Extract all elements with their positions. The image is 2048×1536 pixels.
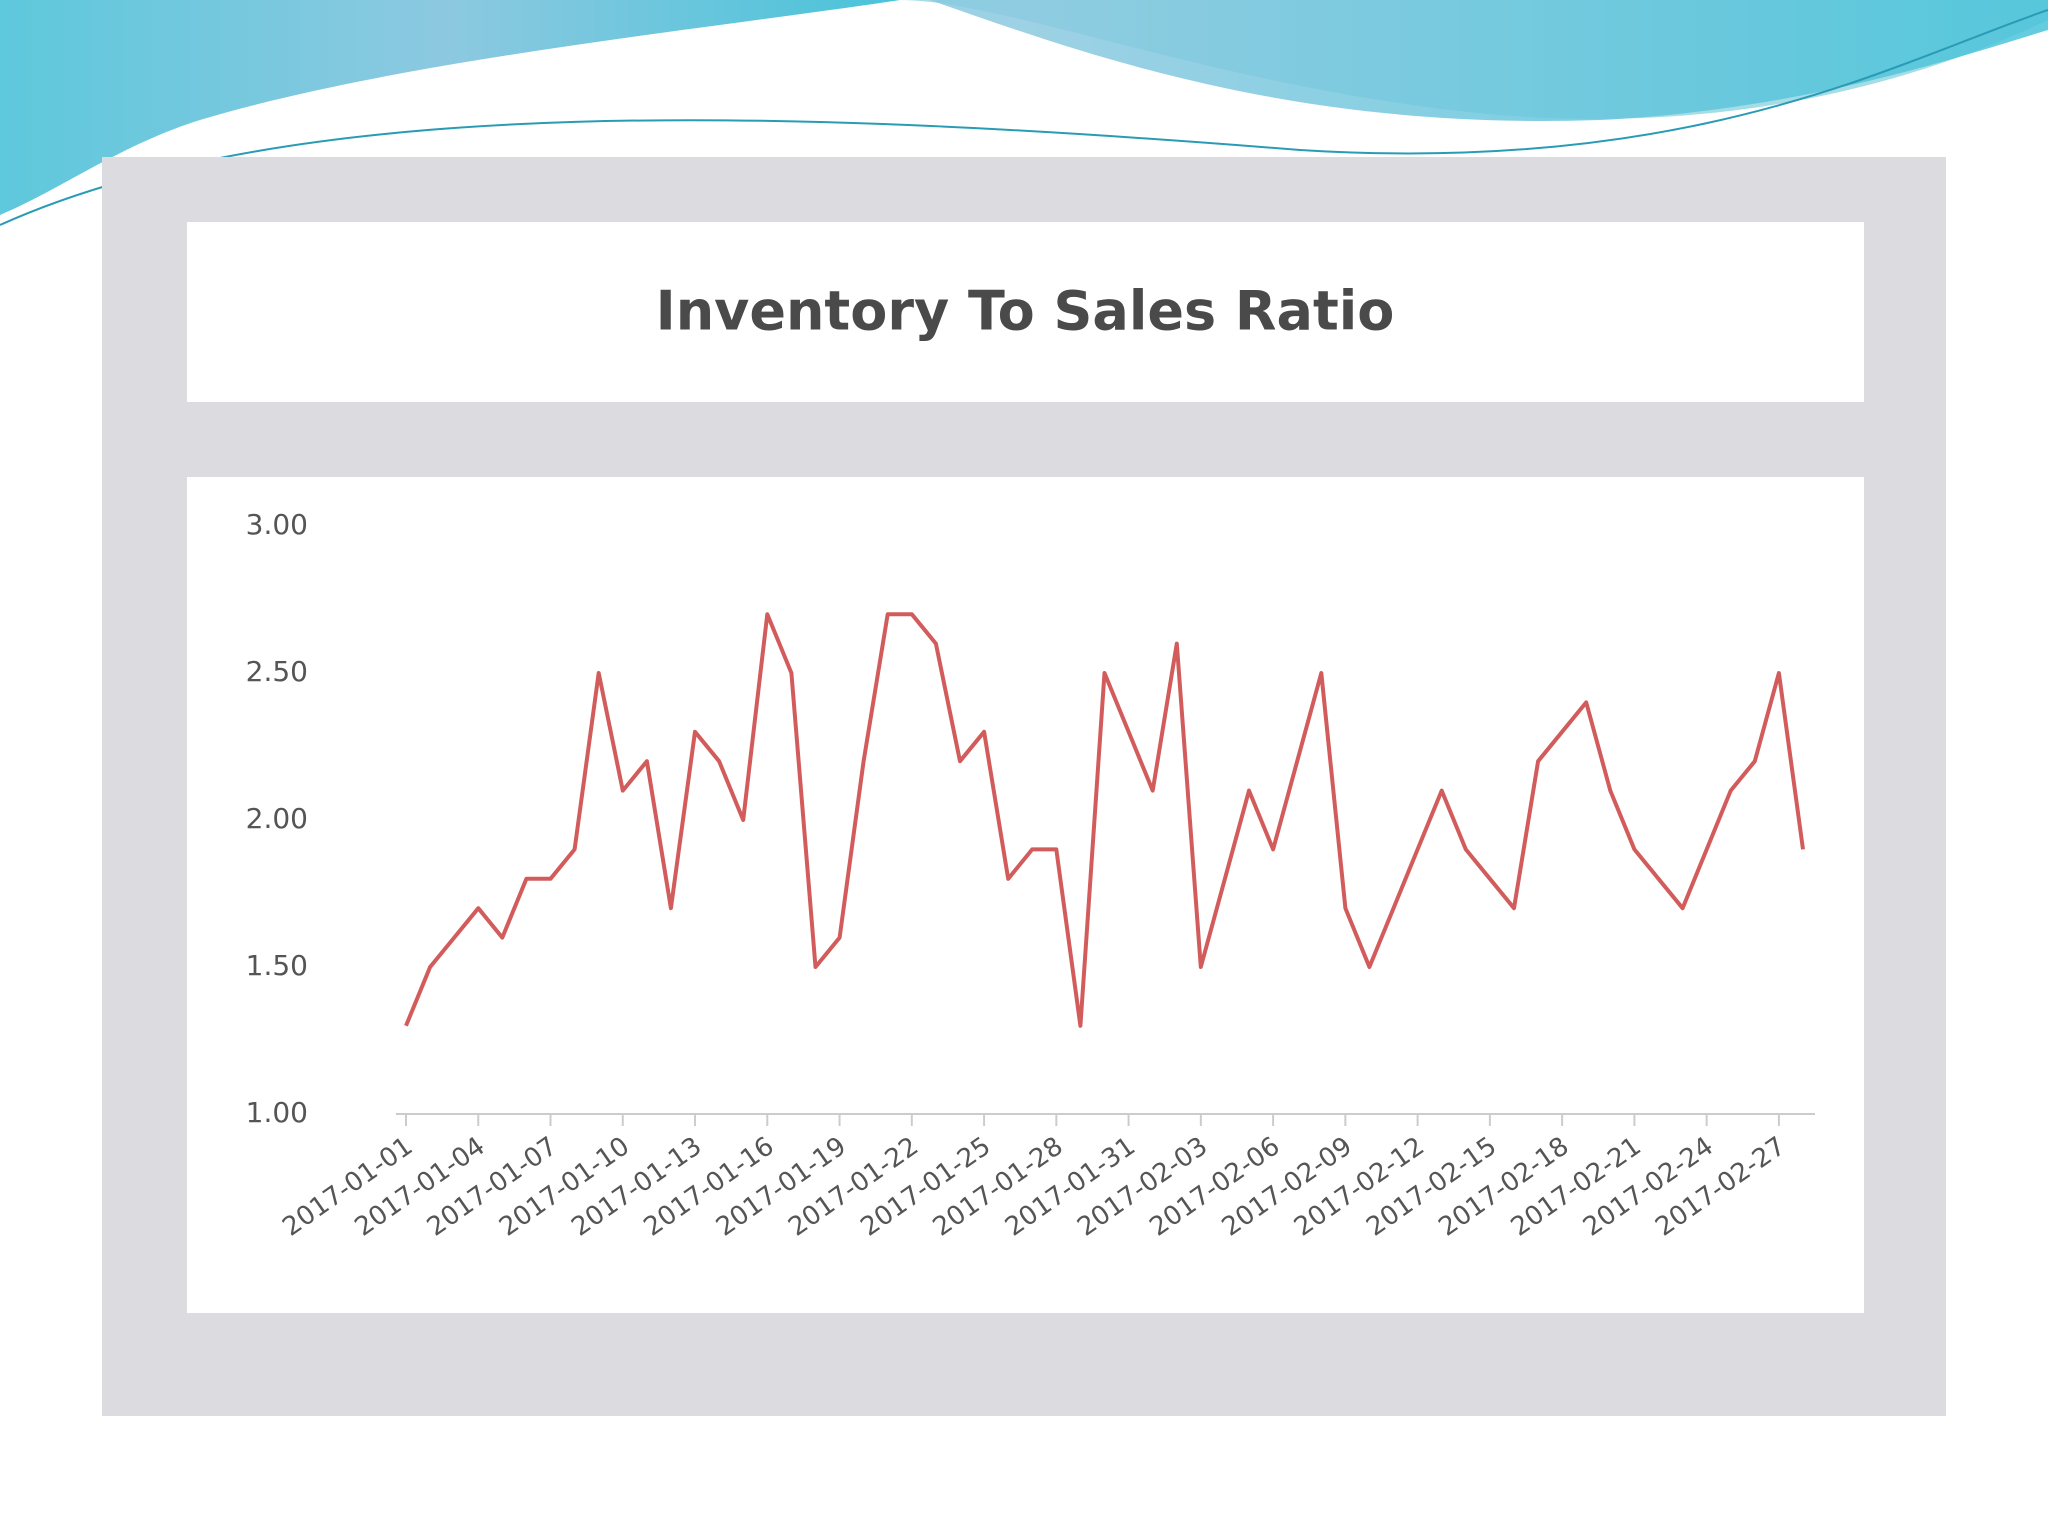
y-tick-label: 2.50: [246, 655, 308, 688]
wave-decoration: [0, 0, 2048, 121]
data-line: [404, 612, 1805, 1028]
title-box: [187, 222, 1864, 402]
y-tick-label: 1.50: [246, 949, 308, 982]
y-tick-label: 3.00: [246, 508, 308, 541]
y-tick-label: 1.00: [246, 1096, 308, 1129]
chart-title: Inventory To Sales Ratio: [656, 280, 1395, 343]
y-tick-label: 2.00: [246, 802, 308, 835]
wave-line: [0, 9, 2048, 226]
plot-box: [187, 477, 1864, 1313]
wave-decoration: [0, 0, 900, 215]
